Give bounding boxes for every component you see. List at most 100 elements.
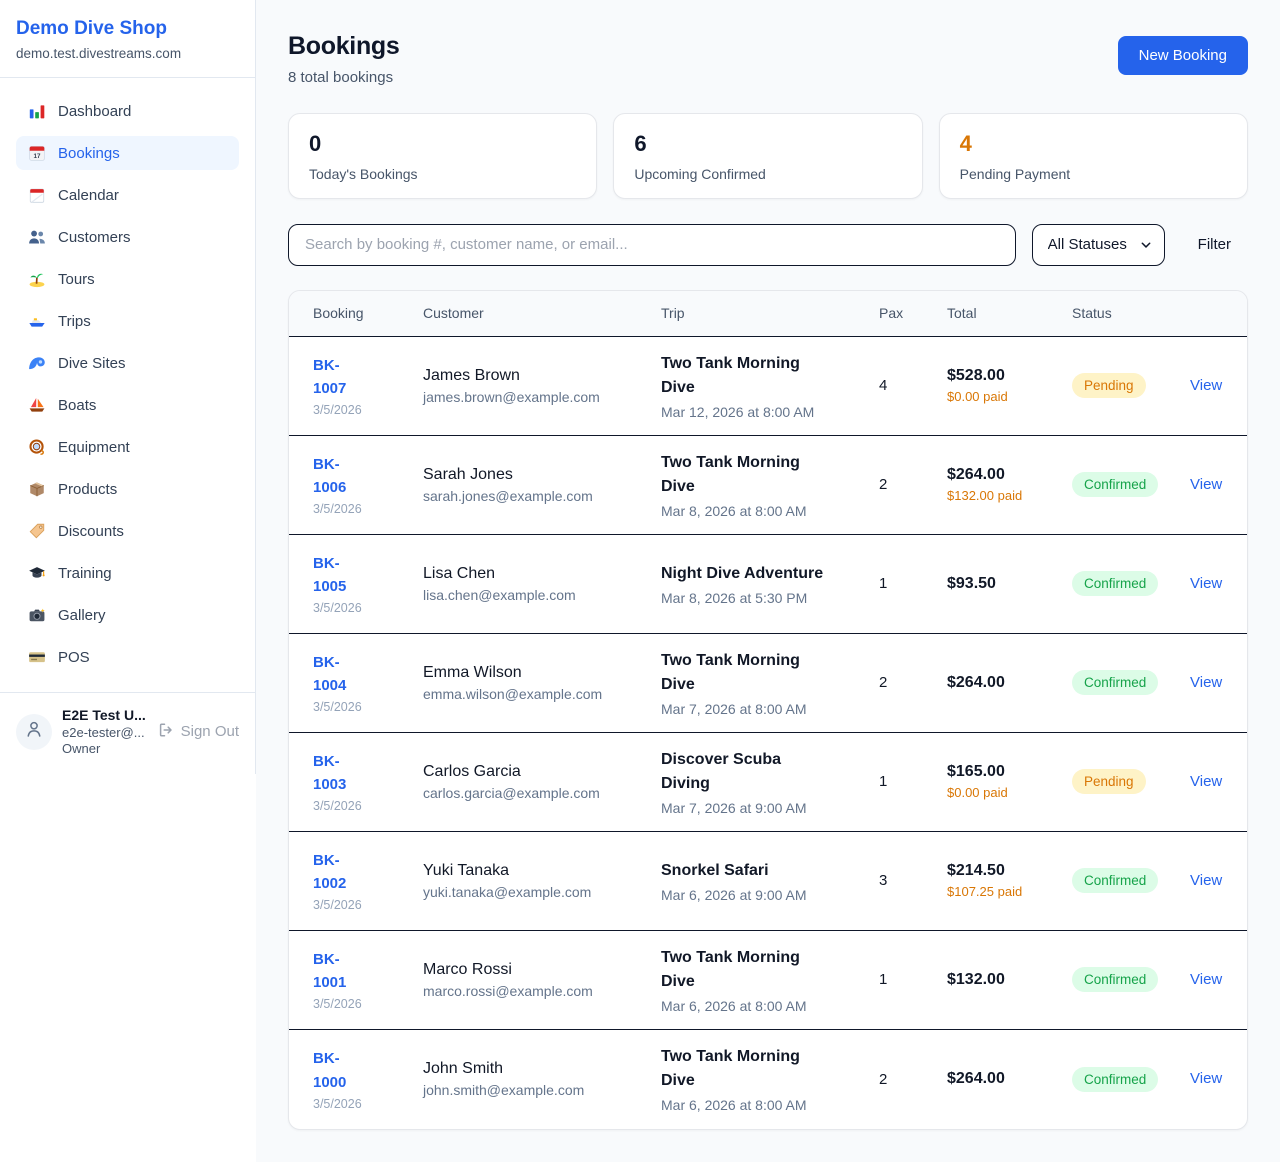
customer-email: james.brown@example.com <box>423 388 600 405</box>
total-amount: $214.50 <box>947 862 1005 880</box>
sidebar-item-pos[interactable]: POS <box>16 640 239 674</box>
shop-domain: demo.test.divestreams.com <box>16 46 182 61</box>
customer-email: emma.wilson@example.com <box>423 685 603 702</box>
booking-table-row: BK-1003 3/5/2026 Carlos Garcia carlos.ga… <box>289 733 1247 832</box>
pax-count: 1 <box>879 971 888 989</box>
customer-email: sarah.jones@example.com <box>423 487 593 504</box>
sidebar-item-tours[interactable]: Tours <box>16 262 239 296</box>
page-header: Bookings 8 total bookings New Booking <box>288 32 1248 86</box>
sidebar-item-trips[interactable]: Trips <box>16 304 239 338</box>
sign-out-icon <box>158 722 174 742</box>
main-content: Bookings 8 total bookings New Booking 0 … <box>256 0 1280 1162</box>
booking-number-link[interactable]: BK-1006 <box>313 455 347 497</box>
booking-table-row: BK-1007 3/5/2026 James Brown james.brown… <box>289 337 1247 436</box>
booking-date: 3/5/2026 <box>313 601 362 616</box>
pax-count: 2 <box>879 674 888 692</box>
wave-icon <box>28 354 46 372</box>
calendar-icon <box>28 186 46 204</box>
trip-name: Two Tank Morning Dive <box>661 948 800 990</box>
pax-count: 2 <box>879 476 888 494</box>
booking-date: 3/5/2026 <box>313 1096 362 1111</box>
sidebar-item-products[interactable]: Products <box>16 472 239 506</box>
sidebar-item-label: Boats <box>58 396 97 414</box>
shop-name: Demo Dive Shop <box>16 18 167 39</box>
total-amount: $264.00 <box>947 673 1005 691</box>
sidebar-item-label: Dive Sites <box>58 354 126 372</box>
sidebar-item-calendar[interactable]: Calendar <box>16 178 239 212</box>
status-filter-select[interactable]: All Statuses <box>1031 223 1165 266</box>
booking-number-link[interactable]: BK-1002 <box>313 851 347 893</box>
customer-name: Carlos Garcia <box>423 762 521 780</box>
trip-datetime: Mar 6, 2026 at 9:00 AM <box>661 886 807 903</box>
customer-name: Lisa Chen <box>423 564 496 582</box>
customer-email: carlos.garcia@example.com <box>423 784 600 801</box>
camera-icon <box>28 606 46 624</box>
stats-cards: 0 Today's Bookings 6 Upcoming Confirmed … <box>288 113 1248 199</box>
sidebar-item-customers[interactable]: Customers <box>16 220 239 254</box>
stat-value: 4 <box>959 131 972 156</box>
page-subtitle: 8 total bookings <box>288 69 394 86</box>
stat-value: 6 <box>634 131 647 156</box>
trip-datetime: Mar 8, 2026 at 8:00 AM <box>661 502 807 519</box>
sidebar-item-label: Tours <box>58 270 95 288</box>
table-body: BK-1007 3/5/2026 James Brown james.brown… <box>289 337 1247 1129</box>
sidebar-item-label: Products <box>58 480 118 498</box>
booking-number-link[interactable]: BK-1003 <box>313 752 347 794</box>
sidebar-item-discounts[interactable]: Discounts <box>16 514 239 548</box>
pax-count: 4 <box>879 377 888 395</box>
stat-card: 6 Upcoming Confirmed <box>613 113 923 199</box>
sidebar-item-bookings[interactable]: 17 Bookings <box>16 136 239 170</box>
view-link[interactable]: View <box>1190 376 1223 394</box>
total-amount: $264.00 <box>947 1070 1005 1088</box>
customer-name: Sarah Jones <box>423 465 513 483</box>
view-link[interactable]: View <box>1190 871 1223 889</box>
paid-amount: $0.00 paid <box>947 785 1008 801</box>
table-column-header: Customer <box>423 305 484 322</box>
status-badge: Pending <box>1072 769 1146 795</box>
search-input[interactable] <box>288 223 1016 266</box>
sidebar-item-dashboard[interactable]: Dashboard <box>16 94 239 128</box>
new-booking-button[interactable]: New Booking <box>1117 36 1248 75</box>
sidebar-item-training[interactable]: Training <box>16 556 239 590</box>
booking-number-link[interactable]: BK-1000 <box>313 1050 347 1091</box>
paid-amount: $0.00 paid <box>947 389 1008 405</box>
status-badge: Confirmed <box>1072 472 1159 498</box>
view-link[interactable]: View <box>1190 574 1223 592</box>
table-column-header: Total <box>947 305 977 322</box>
user-meta: E2E Test U... e2e-tester@... Owner <box>62 707 146 756</box>
page-title: Bookings <box>288 32 400 60</box>
booking-table-row: BK-1000 3/5/2026 John Smith john.smith@e… <box>289 1030 1247 1129</box>
view-link[interactable]: View <box>1190 1070 1223 1088</box>
table-header-row: Booking Customer Trip Pax Total Status <box>289 290 1247 337</box>
booking-number-link[interactable]: BK-1005 <box>313 554 347 596</box>
trip-datetime: Mar 7, 2026 at 9:00 AM <box>661 799 807 816</box>
sidebar-item-label: Discounts <box>58 522 124 540</box>
booking-table-row: BK-1006 3/5/2026 Sarah Jones sarah.jones… <box>289 436 1247 535</box>
customers-icon <box>28 228 46 246</box>
sidebar-item-boats[interactable]: Boats <box>16 388 239 422</box>
filter-button[interactable]: Filter <box>1181 236 1248 253</box>
table-column-header: Pax <box>879 305 904 322</box>
view-link[interactable]: View <box>1190 772 1223 790</box>
booking-table-row: BK-1004 3/5/2026 Emma Wilson emma.wilson… <box>289 634 1247 733</box>
view-link[interactable]: View <box>1190 970 1223 988</box>
status-filter: All Statuses <box>1031 223 1165 266</box>
booking-number-link[interactable]: BK-1001 <box>313 950 347 992</box>
booking-table-row: BK-1001 3/5/2026 Marco Rossi marco.rossi… <box>289 931 1247 1030</box>
sidebar-item-gallery[interactable]: Gallery <box>16 598 239 632</box>
stat-label: Pending Payment <box>959 165 1071 182</box>
view-link[interactable]: View <box>1190 475 1223 493</box>
booking-number-link[interactable]: BK-1007 <box>313 356 347 398</box>
sidebar-item-equipment[interactable]: Equipment <box>16 430 239 464</box>
booking-number-link[interactable]: BK-1004 <box>313 653 347 695</box>
sidebar-item-dive-sites[interactable]: Dive Sites <box>16 346 239 380</box>
trip-name: Snorkel Safari <box>661 861 769 879</box>
dive-mask-icon <box>28 438 46 456</box>
sign-out-button[interactable]: Sign Out <box>158 722 239 742</box>
package-icon <box>28 480 46 498</box>
total-amount: $165.00 <box>947 763 1005 781</box>
view-link[interactable]: View <box>1190 673 1223 691</box>
motorboat-icon <box>28 312 46 330</box>
user-avatar-icon <box>24 719 44 744</box>
